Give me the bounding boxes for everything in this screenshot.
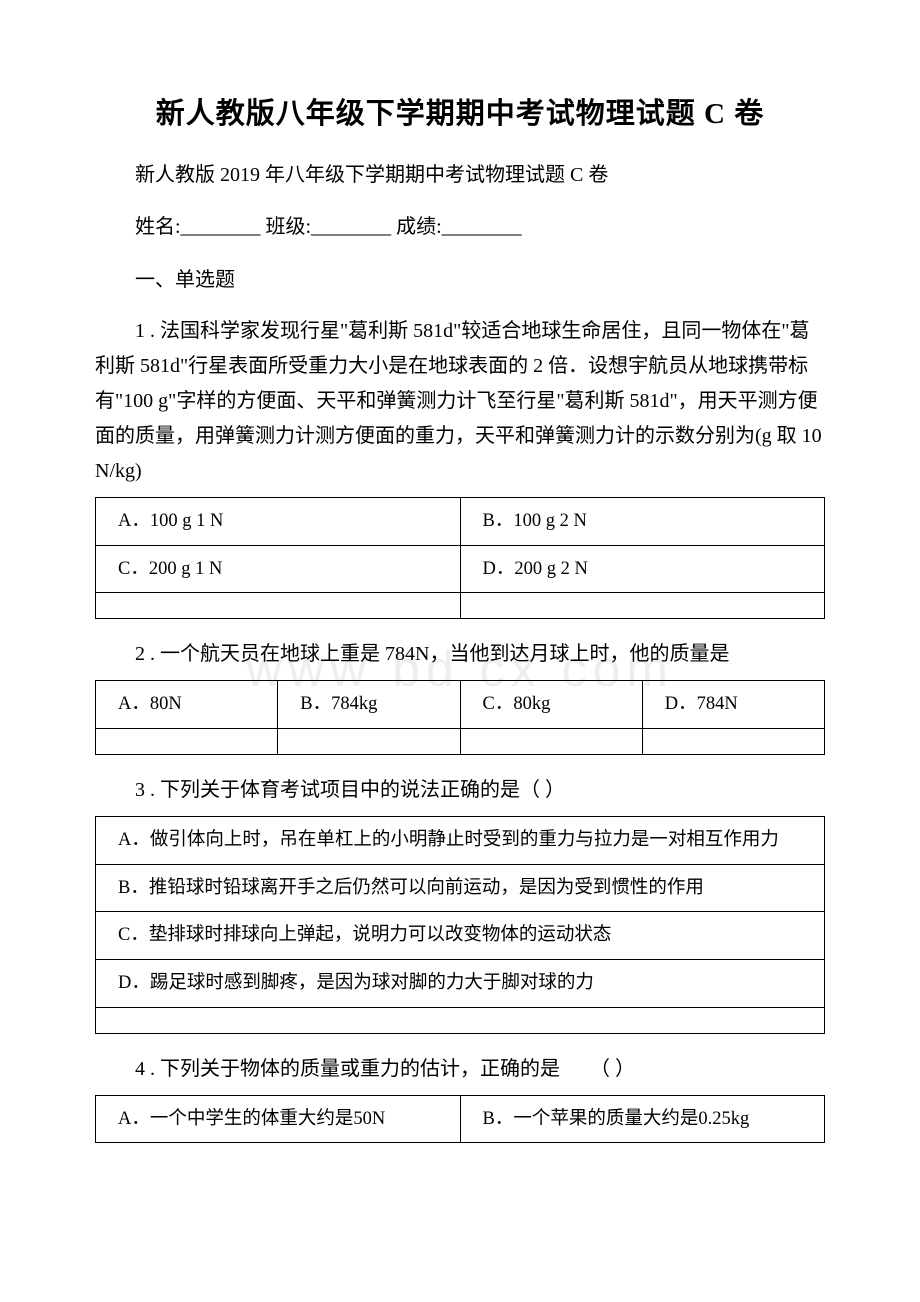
- question-3-options: A．做引体向上时，吊在单杠上的小明静止时受到的重力与拉力是一对相互作用力 B．推…: [95, 816, 825, 1034]
- question-4-text: 4 . 下列关于物体的质量或重力的估计，正确的是 （ ）: [95, 1052, 825, 1087]
- option-c: C．80kg: [460, 681, 642, 729]
- table-row: C．200 g 1 N D．200 g 2 N: [96, 545, 825, 593]
- subtitle: 新人教版 2019 年八年级下学期期中考试物理试题 C 卷: [95, 160, 825, 190]
- option-c: C．垫排球时排球向上弹起，说明力可以改变物体的运动状态: [96, 912, 825, 960]
- table-row: D．踢足球时感到脚疼，是因为球对脚的力大于脚对球的力: [96, 960, 825, 1008]
- option-c: C．200 g 1 N: [96, 545, 461, 593]
- table-row: B．推铅球时铅球离开手之后仍然可以向前运动，是因为受到惯性的作用: [96, 864, 825, 912]
- option-a: A．一个中学生的体重大约是50N: [96, 1095, 461, 1143]
- table-row: [96, 1007, 825, 1033]
- question-2-options: A．80N B．784kg C．80kg D．784N: [95, 680, 825, 755]
- table-row: A．一个中学生的体重大约是50N B．一个苹果的质量大约是0.25kg: [96, 1095, 825, 1143]
- question-2-text: 2 . 一个航天员在地球上重是 784N，当他到达月球上时，他的质量是: [95, 637, 825, 672]
- option-b: B．一个苹果的质量大约是0.25kg: [460, 1095, 825, 1143]
- question-1-options: A．100 g 1 N B．100 g 2 N C．200 g 1 N D．20…: [95, 497, 825, 619]
- section-heading: 一、单选题: [95, 264, 825, 296]
- option-b: B．784kg: [278, 681, 460, 729]
- option-a: A．100 g 1 N: [96, 498, 461, 546]
- option-d: D．200 g 2 N: [460, 545, 825, 593]
- option-d: D．784N: [642, 681, 824, 729]
- fill-in-line: 姓名:________ 班级:________ 成绩:________: [95, 212, 825, 242]
- question-4-options: A．一个中学生的体重大约是50N B．一个苹果的质量大约是0.25kg: [95, 1095, 825, 1144]
- table-row: C．垫排球时排球向上弹起，说明力可以改变物体的运动状态: [96, 912, 825, 960]
- option-a: A．做引体向上时，吊在单杠上的小明静止时受到的重力与拉力是一对相互作用力: [96, 817, 825, 865]
- question-1-text: 1 . 法国科学家发现行星"葛利斯 581d"较适合地球生命居住，且同一物体在"…: [95, 314, 825, 489]
- table-row: A．100 g 1 N B．100 g 2 N: [96, 498, 825, 546]
- table-row: [96, 729, 825, 755]
- table-row: [96, 593, 825, 619]
- table-row: A．做引体向上时，吊在单杠上的小明静止时受到的重力与拉力是一对相互作用力: [96, 817, 825, 865]
- option-b: B．推铅球时铅球离开手之后仍然可以向前运动，是因为受到惯性的作用: [96, 864, 825, 912]
- table-row: A．80N B．784kg C．80kg D．784N: [96, 681, 825, 729]
- page-title: 新人教版八年级下学期期中考试物理试题 C 卷: [95, 90, 825, 132]
- option-b: B．100 g 2 N: [460, 498, 825, 546]
- option-a: A．80N: [96, 681, 278, 729]
- option-d: D．踢足球时感到脚疼，是因为球对脚的力大于脚对球的力: [96, 960, 825, 1008]
- question-3-text: 3 . 下列关于体育考试项目中的说法正确的是（ ）: [95, 773, 825, 808]
